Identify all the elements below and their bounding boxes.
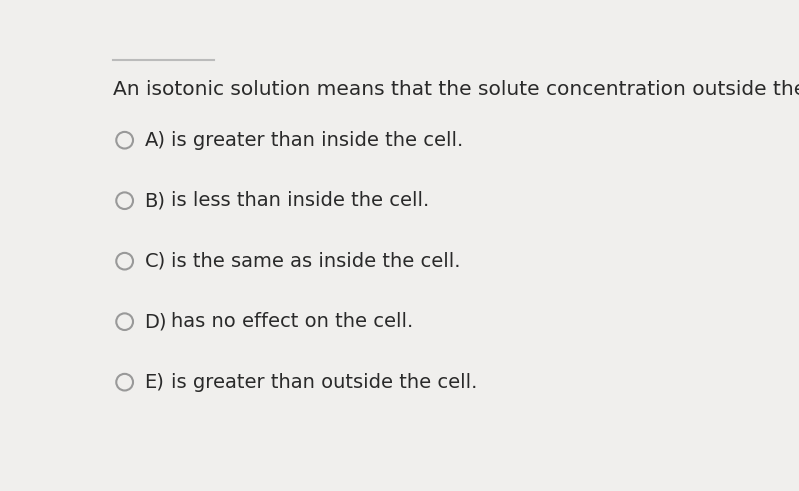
Text: has no effect on the cell.: has no effect on the cell. — [171, 312, 413, 331]
Ellipse shape — [117, 313, 133, 330]
Text: D): D) — [145, 312, 167, 331]
Text: is less than inside the cell.: is less than inside the cell. — [171, 191, 429, 210]
Text: is the same as inside the cell.: is the same as inside the cell. — [171, 252, 460, 271]
Text: E): E) — [145, 373, 165, 392]
Text: is greater than inside the cell.: is greater than inside the cell. — [171, 131, 463, 150]
Text: C): C) — [145, 252, 165, 271]
Ellipse shape — [117, 253, 133, 270]
Text: A): A) — [145, 131, 165, 150]
Ellipse shape — [117, 192, 133, 209]
Ellipse shape — [117, 132, 133, 148]
Text: B): B) — [145, 191, 165, 210]
Text: is greater than outside the cell.: is greater than outside the cell. — [171, 373, 478, 392]
Text: An isotonic solution means that the solute concentration outside the cell: An isotonic solution means that the solu… — [113, 80, 799, 99]
Ellipse shape — [117, 374, 133, 390]
